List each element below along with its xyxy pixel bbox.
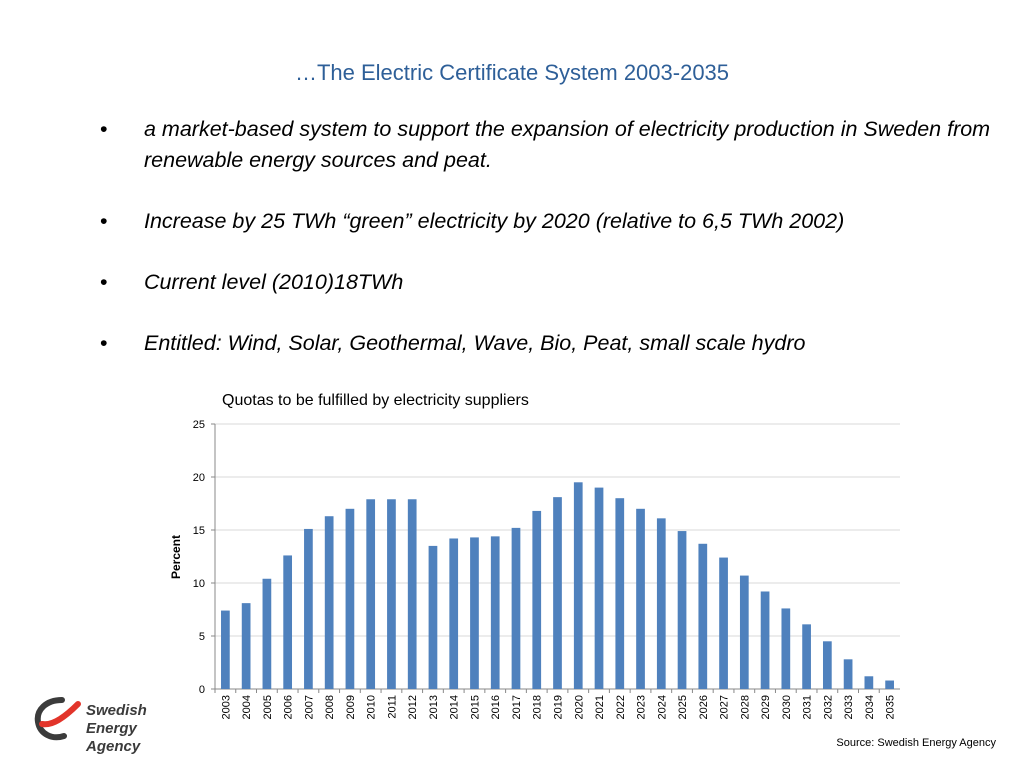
bar bbox=[739, 575, 749, 689]
bar bbox=[781, 608, 791, 689]
bar bbox=[719, 557, 728, 689]
x-tick-label: 2032 bbox=[822, 695, 834, 719]
x-tick-label: 2006 bbox=[283, 695, 295, 719]
bar bbox=[802, 624, 811, 689]
bar bbox=[283, 555, 293, 689]
bullet-text: Entitled: Wind, Solar, Geothermal, Wave,… bbox=[144, 331, 806, 355]
bar bbox=[677, 531, 687, 689]
x-tick-label: 2003 bbox=[220, 695, 232, 719]
bar bbox=[615, 498, 625, 689]
bar bbox=[428, 545, 438, 689]
bar bbox=[636, 508, 645, 689]
bullet-item: • Entitled: Wind, Solar, Geothermal, Wave… bbox=[100, 328, 1010, 359]
bar bbox=[304, 528, 313, 689]
bar bbox=[470, 537, 479, 689]
x-tick-label: 2028 bbox=[739, 695, 751, 719]
x-tick-label: 2027 bbox=[719, 695, 731, 719]
bullet-marker: • bbox=[100, 331, 108, 355]
bar bbox=[760, 591, 770, 689]
x-tick-label: 2015 bbox=[469, 695, 481, 719]
x-tick-label: 2023 bbox=[636, 695, 648, 719]
bar bbox=[241, 603, 251, 689]
bar bbox=[511, 527, 521, 689]
x-tick-label: 2033 bbox=[843, 695, 855, 719]
x-tick-label: 2013 bbox=[428, 695, 440, 719]
y-tick-label: 10 bbox=[193, 578, 205, 590]
x-tick-label: 2010 bbox=[366, 695, 378, 719]
chart-title: Quotas to be fulfilled by electricity su… bbox=[222, 392, 529, 409]
bar bbox=[449, 538, 459, 689]
x-tick-label: 2008 bbox=[324, 695, 336, 719]
bar bbox=[407, 499, 417, 689]
bullet-item: • Increase by 25 TWh “green” electricity … bbox=[100, 206, 1010, 237]
x-tick-label: 2017 bbox=[511, 695, 523, 719]
x-tick-label: 2016 bbox=[490, 695, 502, 719]
x-tick-label: 2029 bbox=[760, 695, 772, 719]
x-tick-label: 2031 bbox=[802, 695, 814, 719]
bar bbox=[262, 578, 272, 689]
x-tick-label: 2034 bbox=[864, 695, 876, 719]
y-tick-label: 25 bbox=[193, 419, 205, 431]
bullet-marker: • bbox=[100, 209, 108, 233]
x-tick-label: 2025 bbox=[677, 695, 689, 719]
bar bbox=[490, 536, 500, 689]
x-tick-label: 2030 bbox=[781, 695, 793, 719]
bar bbox=[221, 610, 230, 689]
x-tick-label: 2022 bbox=[615, 695, 627, 719]
x-tick-label: 2007 bbox=[303, 695, 315, 719]
y-axis-label: Percent bbox=[169, 535, 183, 579]
x-tick-label: 2012 bbox=[407, 695, 419, 719]
bullet-marker: • bbox=[100, 117, 108, 141]
x-tick-label: 2018 bbox=[532, 695, 544, 719]
bar bbox=[656, 518, 666, 689]
x-tick-label: 2011 bbox=[386, 695, 398, 719]
x-tick-label: 2021 bbox=[594, 695, 606, 719]
bullet-text: Increase by 25 TWh “green” electricity b… bbox=[144, 209, 845, 233]
bar bbox=[553, 497, 562, 689]
logo-line-1: Swedish bbox=[86, 702, 147, 719]
bullet-text: Current level (2010)18TWh bbox=[144, 270, 404, 294]
logo-line-2: Energy Agency bbox=[86, 720, 141, 755]
bar bbox=[885, 680, 894, 689]
bar bbox=[573, 482, 583, 689]
x-tick-label: 2024 bbox=[656, 695, 668, 719]
x-tick-label: 2005 bbox=[262, 695, 274, 719]
x-tick-label: 2004 bbox=[241, 695, 253, 719]
y-tick-label: 15 bbox=[193, 525, 205, 537]
bar bbox=[698, 543, 708, 689]
bar bbox=[532, 510, 542, 689]
slide-title: …The Electric Certificate System 2003-20… bbox=[294, 60, 730, 85]
bullet-item: • a market-based system to support the ex… bbox=[100, 114, 1010, 176]
bullet-marker: • bbox=[100, 270, 108, 294]
source-note: Source: Swedish Energy Agency bbox=[836, 737, 996, 749]
x-tick-label: 2035 bbox=[885, 695, 897, 719]
x-tick-label: 2009 bbox=[345, 695, 357, 719]
bar bbox=[324, 516, 334, 689]
x-tick-label: 2014 bbox=[449, 695, 461, 719]
logo-text: Swedish Energy Agency bbox=[86, 702, 194, 756]
swedish-energy-agency-logo: Swedish Energy Agency bbox=[34, 696, 194, 755]
x-tick-label: 2026 bbox=[698, 695, 710, 719]
x-tick-label: 2020 bbox=[573, 695, 585, 719]
y-tick-label: 5 bbox=[199, 631, 205, 643]
bar bbox=[822, 641, 832, 689]
bar bbox=[864, 676, 874, 689]
bar bbox=[387, 499, 396, 689]
bar bbox=[843, 659, 853, 689]
bar bbox=[345, 508, 355, 689]
bullet-text: a market-based system to support the exp… bbox=[144, 117, 991, 172]
swedish-energy-agency-swoosh-icon bbox=[34, 697, 81, 741]
bullet-item: • Current level (2010)18TWh bbox=[100, 267, 1010, 298]
y-tick-label: 20 bbox=[193, 472, 205, 484]
x-tick-label: 2019 bbox=[553, 695, 565, 719]
y-tick-label: 0 bbox=[199, 684, 205, 696]
bar bbox=[594, 487, 604, 689]
bullet-list: • a market-based system to support the ex… bbox=[100, 114, 1010, 389]
bar bbox=[366, 499, 376, 689]
